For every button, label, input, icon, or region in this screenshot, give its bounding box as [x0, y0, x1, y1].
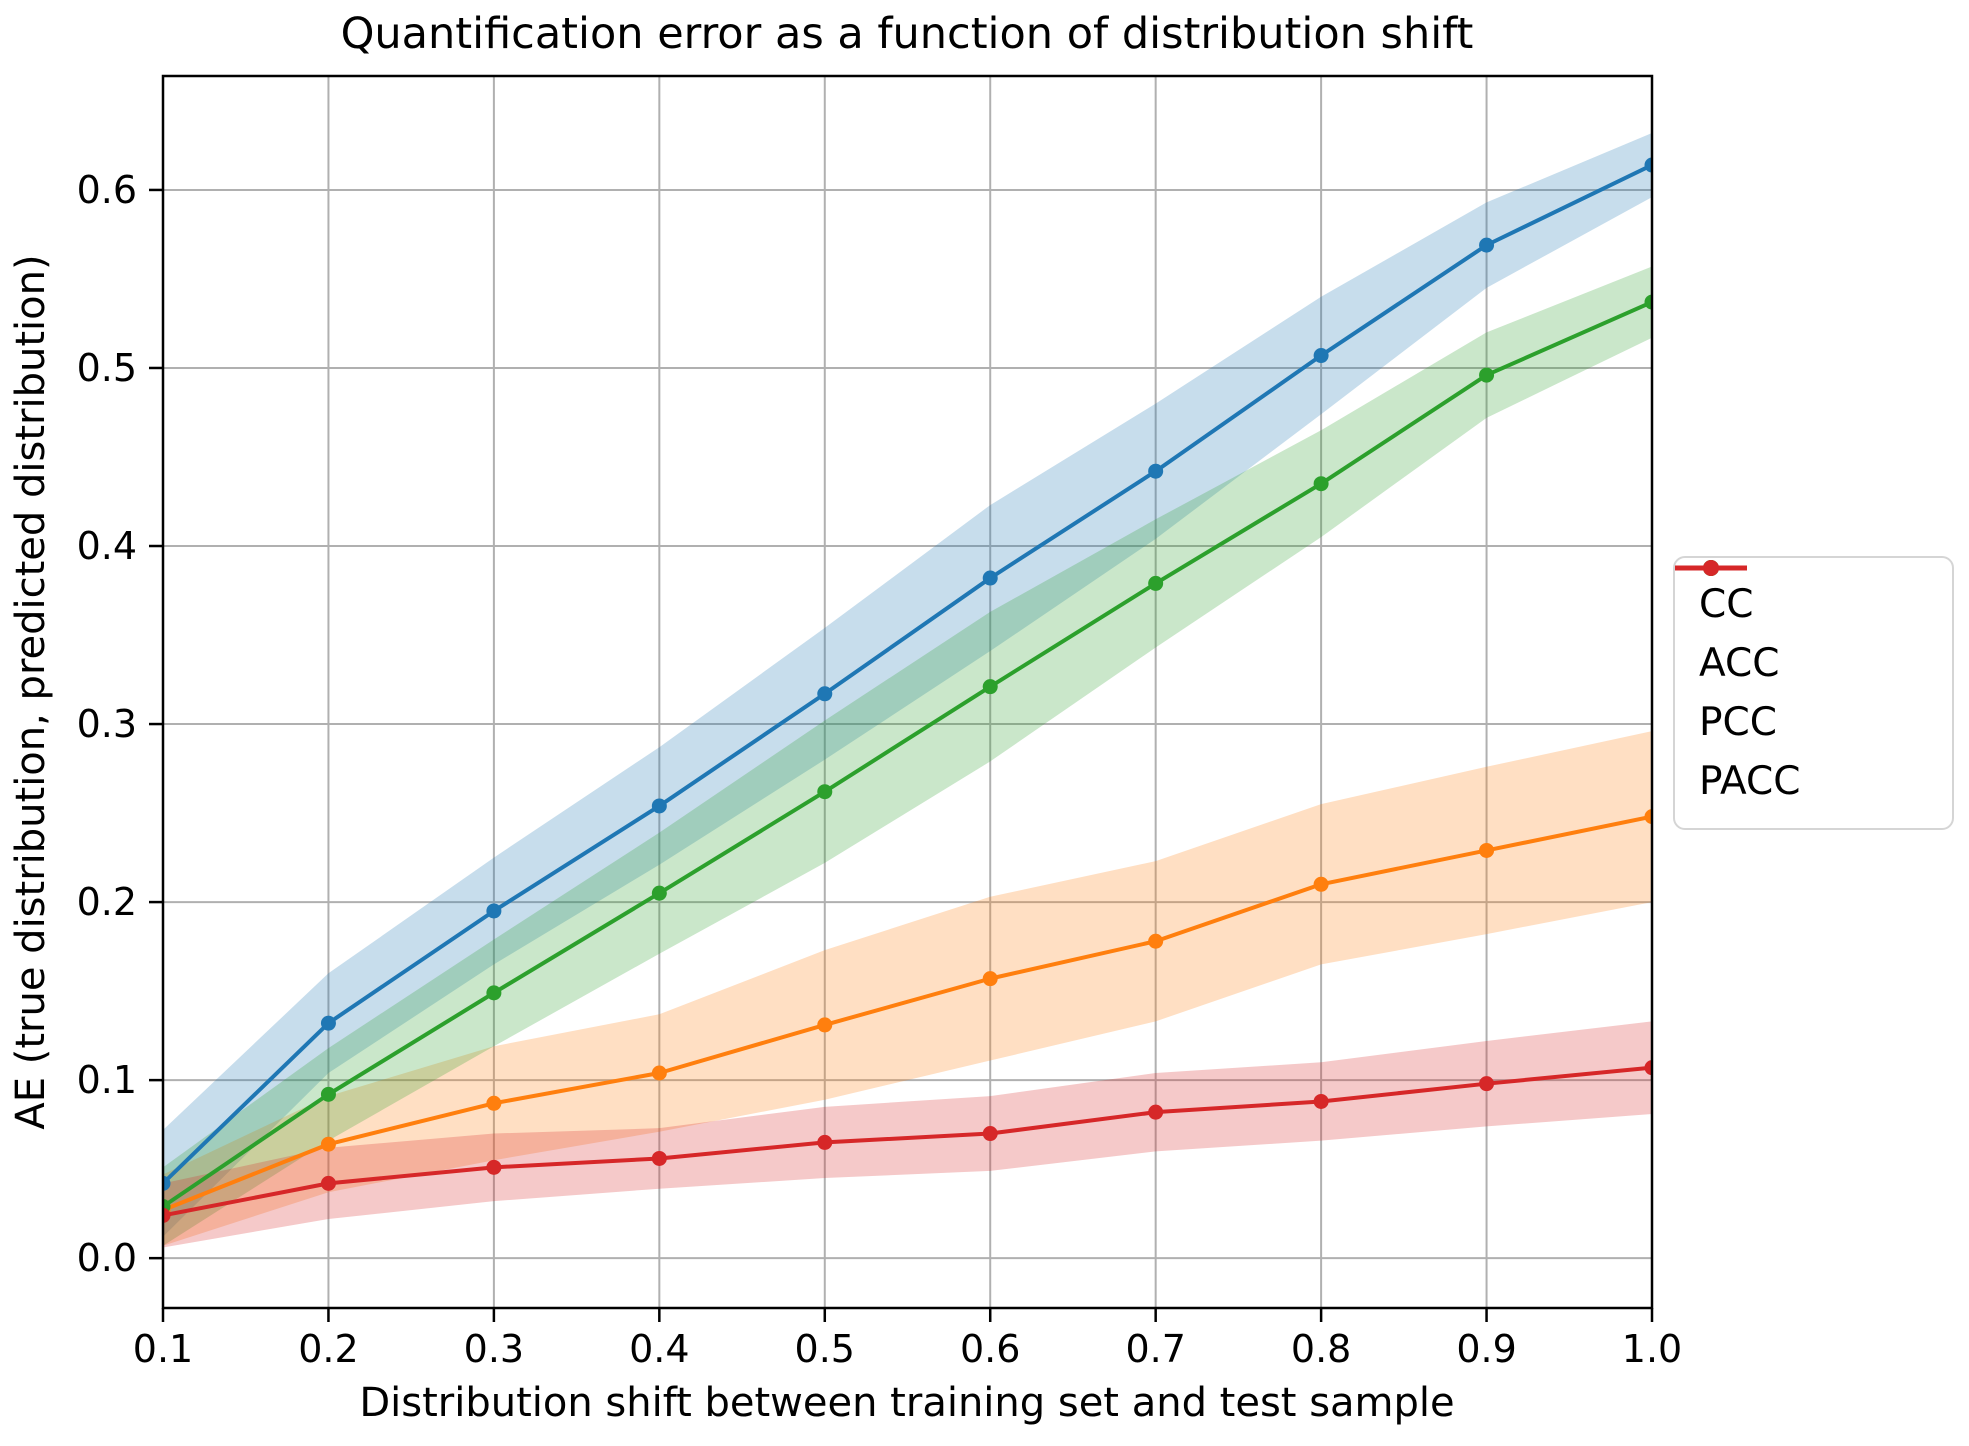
x-tick-label: 1.0: [1622, 1327, 1682, 1371]
marker-pcc: [1313, 476, 1329, 492]
legend-line-sample-icon: [1675, 560, 1747, 576]
band-cc: [163, 132, 1652, 1237]
marker-pacc: [486, 1159, 502, 1175]
x-tick-label: 0.4: [629, 1327, 689, 1371]
x-tick-label: 0.5: [795, 1327, 855, 1371]
marker-pcc: [1644, 294, 1652, 310]
marker-pcc: [982, 679, 998, 695]
marker-pacc: [1313, 1093, 1329, 1109]
x-tick-label: 0.3: [464, 1327, 524, 1371]
line-pcc: [163, 300, 1652, 1209]
marker-pcc: [486, 985, 502, 1001]
x-tick-label: 0.8: [1291, 1327, 1351, 1371]
marker-pcc: [651, 885, 667, 901]
marker-cc: [320, 1015, 336, 1031]
marker-pacc: [1479, 1076, 1495, 1092]
marker-cc: [1479, 237, 1495, 253]
y-tick-label: 0.2: [77, 880, 137, 924]
marker-pcc: [1148, 575, 1164, 591]
marker-cc: [486, 903, 502, 919]
marker-pacc: [982, 1126, 998, 1142]
marker-acc: [1644, 809, 1652, 825]
x-tick-label: 0.9: [1456, 1327, 1516, 1371]
marker-acc: [1313, 876, 1329, 892]
marker-pcc: [1479, 367, 1495, 383]
marker-acc: [1148, 933, 1164, 949]
marker-acc: [982, 971, 998, 987]
legend-label: PCC: [1699, 700, 1777, 746]
marker-pcc: [817, 784, 833, 800]
marker-pcc: [320, 1086, 336, 1102]
legend-item-pcc: PCC: [1675, 560, 1928, 749]
marker-acc: [486, 1095, 502, 1111]
y-tick-label: 0.6: [77, 168, 137, 212]
band-layer: [163, 132, 1652, 1248]
marker-pacc: [651, 1150, 667, 1166]
x-tick-label: 0.6: [960, 1327, 1020, 1371]
marker-cc: [817, 686, 833, 702]
band-acc: [163, 731, 1652, 1246]
marker-cc: [1148, 463, 1164, 479]
marker-acc: [1479, 842, 1495, 858]
marker-cc: [1313, 348, 1329, 364]
legend-item-pacc: PACC: [1675, 560, 1928, 808]
x-axis-label: Distribution shift between training set …: [359, 1380, 1454, 1426]
marker-cc: [163, 1175, 171, 1191]
line-acc: [163, 814, 1652, 1212]
legend-label: ACC: [1699, 640, 1780, 686]
marker-cc: [982, 570, 998, 586]
legend-item-cc: CC: [1675, 560, 1928, 630]
marker-acc: [651, 1065, 667, 1081]
y-tick-label: 0.0: [77, 1236, 137, 1280]
marker-pacc: [320, 1175, 336, 1191]
band-pacc: [163, 1021, 1652, 1248]
y-tick-label: 0.5: [77, 346, 137, 390]
chart-title: Quantification error as a function of di…: [341, 9, 1474, 59]
line-layer: [163, 157, 1652, 1223]
legend: CC ACC PCC PACC: [1673, 556, 1954, 830]
marker-pacc: [163, 1207, 171, 1223]
y-axis-label: AE (true distribution, predicted distrib…: [8, 254, 54, 1129]
legend-item-acc: ACC: [1675, 560, 1928, 689]
x-tick-label: 0.7: [1125, 1327, 1185, 1371]
y-tick-label: 0.4: [77, 524, 137, 568]
legend-label: PACC: [1699, 759, 1801, 805]
line-cc: [163, 163, 1652, 1185]
marker-pacc: [1148, 1104, 1164, 1120]
marker-acc: [320, 1136, 336, 1152]
marker-cc: [1644, 157, 1652, 173]
y-tick-label: 0.1: [77, 1058, 137, 1102]
marker-pacc: [1644, 1060, 1652, 1076]
marker-acc: [817, 1017, 833, 1033]
marker-cc: [651, 798, 667, 814]
plot-border: [161, 74, 1654, 1310]
tick-layer: 0.1 0.2 0.3 0.4 0.5 0.6 0.7 0.8 0.9 1.0 0.0 0.1 0.2 0…: [77, 168, 1683, 1371]
x-tick-label: 0.1: [133, 1327, 193, 1371]
marker-pacc: [817, 1134, 833, 1150]
x-tick-label: 0.2: [298, 1327, 358, 1371]
legend-label: CC: [1699, 581, 1754, 627]
line-pacc: [163, 1065, 1652, 1218]
y-tick-label: 0.3: [77, 702, 137, 746]
band-pcc: [163, 266, 1652, 1246]
